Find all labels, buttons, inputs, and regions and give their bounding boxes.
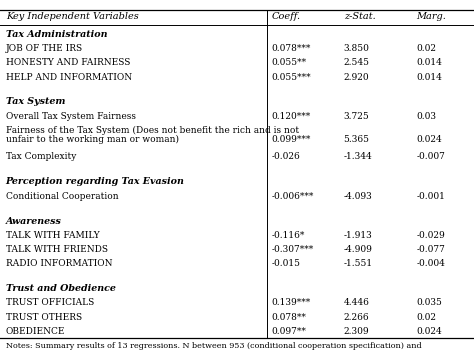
Text: 0.139***: 0.139*** [271,298,310,307]
Text: 0.014: 0.014 [416,73,442,82]
Text: Fairness of the Tax System (Does not benefit the rich and is not: Fairness of the Tax System (Does not ben… [6,125,299,135]
Text: 0.055***: 0.055*** [271,73,311,82]
Text: HELP AND INFORMATION: HELP AND INFORMATION [6,73,132,82]
Text: Awareness: Awareness [6,216,62,225]
Text: Marg.: Marg. [416,12,446,21]
Text: 0.078**: 0.078** [271,313,306,322]
Text: 5.365: 5.365 [344,135,370,144]
Text: Conditional Cooperation: Conditional Cooperation [6,192,118,201]
Text: 0.02: 0.02 [416,313,436,322]
Text: 0.024: 0.024 [416,135,442,144]
Text: 0.097**: 0.097** [271,327,306,336]
Text: HONESTY AND FAIRNESS: HONESTY AND FAIRNESS [6,58,130,68]
Text: Coeff.: Coeff. [271,12,300,21]
Text: Key Independent Variables: Key Independent Variables [6,12,138,21]
Text: 0.024: 0.024 [416,327,442,336]
Text: 0.02: 0.02 [416,44,436,53]
Text: 2.920: 2.920 [344,73,369,82]
Text: TALK WITH FRIENDS: TALK WITH FRIENDS [6,245,108,254]
Text: 0.055**: 0.055** [271,58,306,68]
Text: Perception regarding Tax Evasion: Perception regarding Tax Evasion [6,177,184,186]
Text: -0.004: -0.004 [416,259,445,268]
Text: 0.03: 0.03 [416,112,436,121]
Text: -1.913: -1.913 [344,231,373,240]
Text: TRUST OFFICIALS: TRUST OFFICIALS [6,298,94,307]
Text: Overall Tax System Fairness: Overall Tax System Fairness [6,112,136,121]
Text: Tax Complexity: Tax Complexity [6,152,76,162]
Text: -4.093: -4.093 [344,192,373,201]
Text: JOB OF THE IRS: JOB OF THE IRS [6,44,83,53]
Text: -0.026: -0.026 [271,152,300,162]
Text: 3.850: 3.850 [344,44,370,53]
Text: 2.545: 2.545 [344,58,370,68]
Text: Tax Administration: Tax Administration [6,30,107,39]
Text: -0.116*: -0.116* [271,231,304,240]
Text: 0.014: 0.014 [416,58,442,68]
Text: TALK WITH FAMILY: TALK WITH FAMILY [6,231,100,240]
Text: TRUST OTHERS: TRUST OTHERS [6,313,82,322]
Text: -1.551: -1.551 [344,259,373,268]
Text: 4.446: 4.446 [344,298,370,307]
Text: z-Stat.: z-Stat. [344,12,375,21]
Text: -0.077: -0.077 [416,245,445,254]
Text: -0.029: -0.029 [416,231,445,240]
Text: -0.006***: -0.006*** [271,192,313,201]
Text: OBEDIENCE: OBEDIENCE [6,327,65,336]
Text: -0.001: -0.001 [416,192,445,201]
Text: unfair to the working man or woman): unfair to the working man or woman) [6,135,179,144]
Text: -0.307***: -0.307*** [271,245,313,254]
Text: Notes: Summary results of 13 regressions. N between 953 (conditional cooperation: Notes: Summary results of 13 regressions… [6,342,421,350]
Text: -1.344: -1.344 [344,152,373,162]
Text: 0.099***: 0.099*** [271,135,310,144]
Text: -0.015: -0.015 [271,259,300,268]
Text: 3.725: 3.725 [344,112,369,121]
Text: -4.909: -4.909 [344,245,373,254]
Text: 0.035: 0.035 [416,298,442,307]
Text: 0.120***: 0.120*** [271,112,310,121]
Text: Trust and Obedience: Trust and Obedience [6,284,116,293]
Text: RADIO INFORMATION: RADIO INFORMATION [6,259,112,268]
Text: 2.309: 2.309 [344,327,369,336]
Text: 2.266: 2.266 [344,313,369,322]
Text: 0.078***: 0.078*** [271,44,310,53]
Text: Tax System: Tax System [6,97,65,106]
Text: -0.007: -0.007 [416,152,445,162]
